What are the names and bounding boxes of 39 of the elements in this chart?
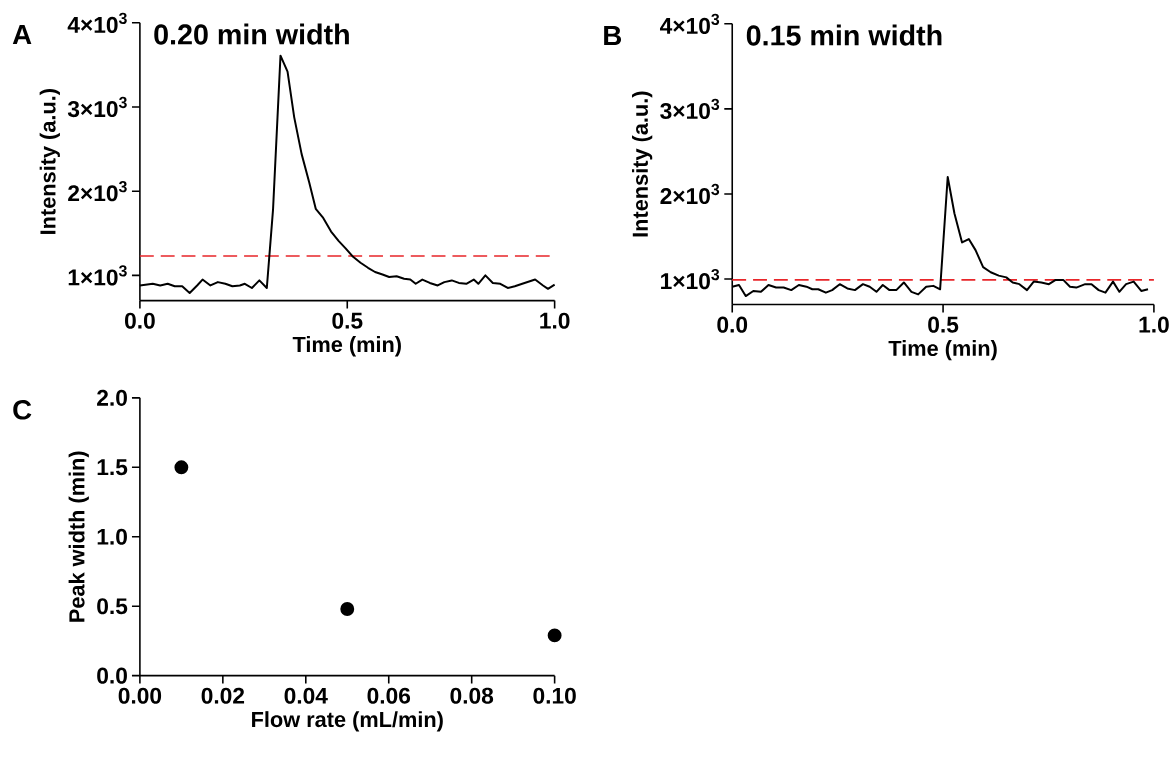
y-tick-label: 4×10$^{3}$ <box>659 13 720 34</box>
text: C <box>13 400 32 420</box>
x-tick-label: 0.04 <box>284 687 328 704</box>
y-tick-label: 3×10$^{3}$ <box>660 98 720 120</box>
text: A <box>12 24 32 45</box>
y-tick-label: 4×10$^{3}$ <box>67 12 127 33</box>
x-tick-label: 1.0 <box>540 312 570 329</box>
x-axis-title: Time (min) <box>292 336 401 357</box>
y-tick-label: 0.0 <box>97 667 127 684</box>
x-tick-label: 0.0 <box>125 312 155 329</box>
text: B <box>604 26 622 46</box>
x-tick-label: 0.00 <box>118 687 162 704</box>
x-axis-title: Time (min) <box>888 340 997 361</box>
point <box>340 602 355 616</box>
x-tick-label: 0.02 <box>201 687 245 704</box>
y-tick-label: 2×10$^{3}$ <box>68 181 127 202</box>
x-tick-label: 0.10 <box>533 687 576 704</box>
point <box>547 628 562 643</box>
y-tick-label: 3×10$^{3}$ <box>67 96 127 118</box>
chart-title: 0.15 min width <box>746 24 942 46</box>
y-tick-label: 1.0 <box>97 528 127 545</box>
x-tick-label: 0.5 <box>332 312 363 329</box>
y-tick-label: 1×10$^{3}$ <box>68 265 127 286</box>
y-tick-label: 2.0 <box>97 389 127 406</box>
y-axis-title: Intensity (a.u.) <box>39 89 60 234</box>
y-tick-label: 0.5 <box>97 598 128 615</box>
point <box>174 460 189 475</box>
x-axis-title: Flow rate (mL/min) <box>252 711 443 732</box>
y-axis-title: Intensity (a.u.) <box>631 91 653 237</box>
x-tick-label: 0.06 <box>367 687 411 704</box>
y-axis-title: Peak width (min) <box>68 451 89 622</box>
x-tick-label: 0.5 <box>928 316 959 333</box>
y-tick-label: 1×10$^{3}$ <box>661 268 720 290</box>
x-tick-label: 0.0 <box>717 316 748 333</box>
y-tick-label: 2×10$^{3}$ <box>660 183 720 205</box>
x-tick-label: 0.08 <box>450 687 494 704</box>
y-tick-label: 1.5 <box>97 459 128 476</box>
chart-title: 0.20 min width <box>154 23 349 45</box>
x-tick-label: 1.0 <box>1139 316 1169 333</box>
